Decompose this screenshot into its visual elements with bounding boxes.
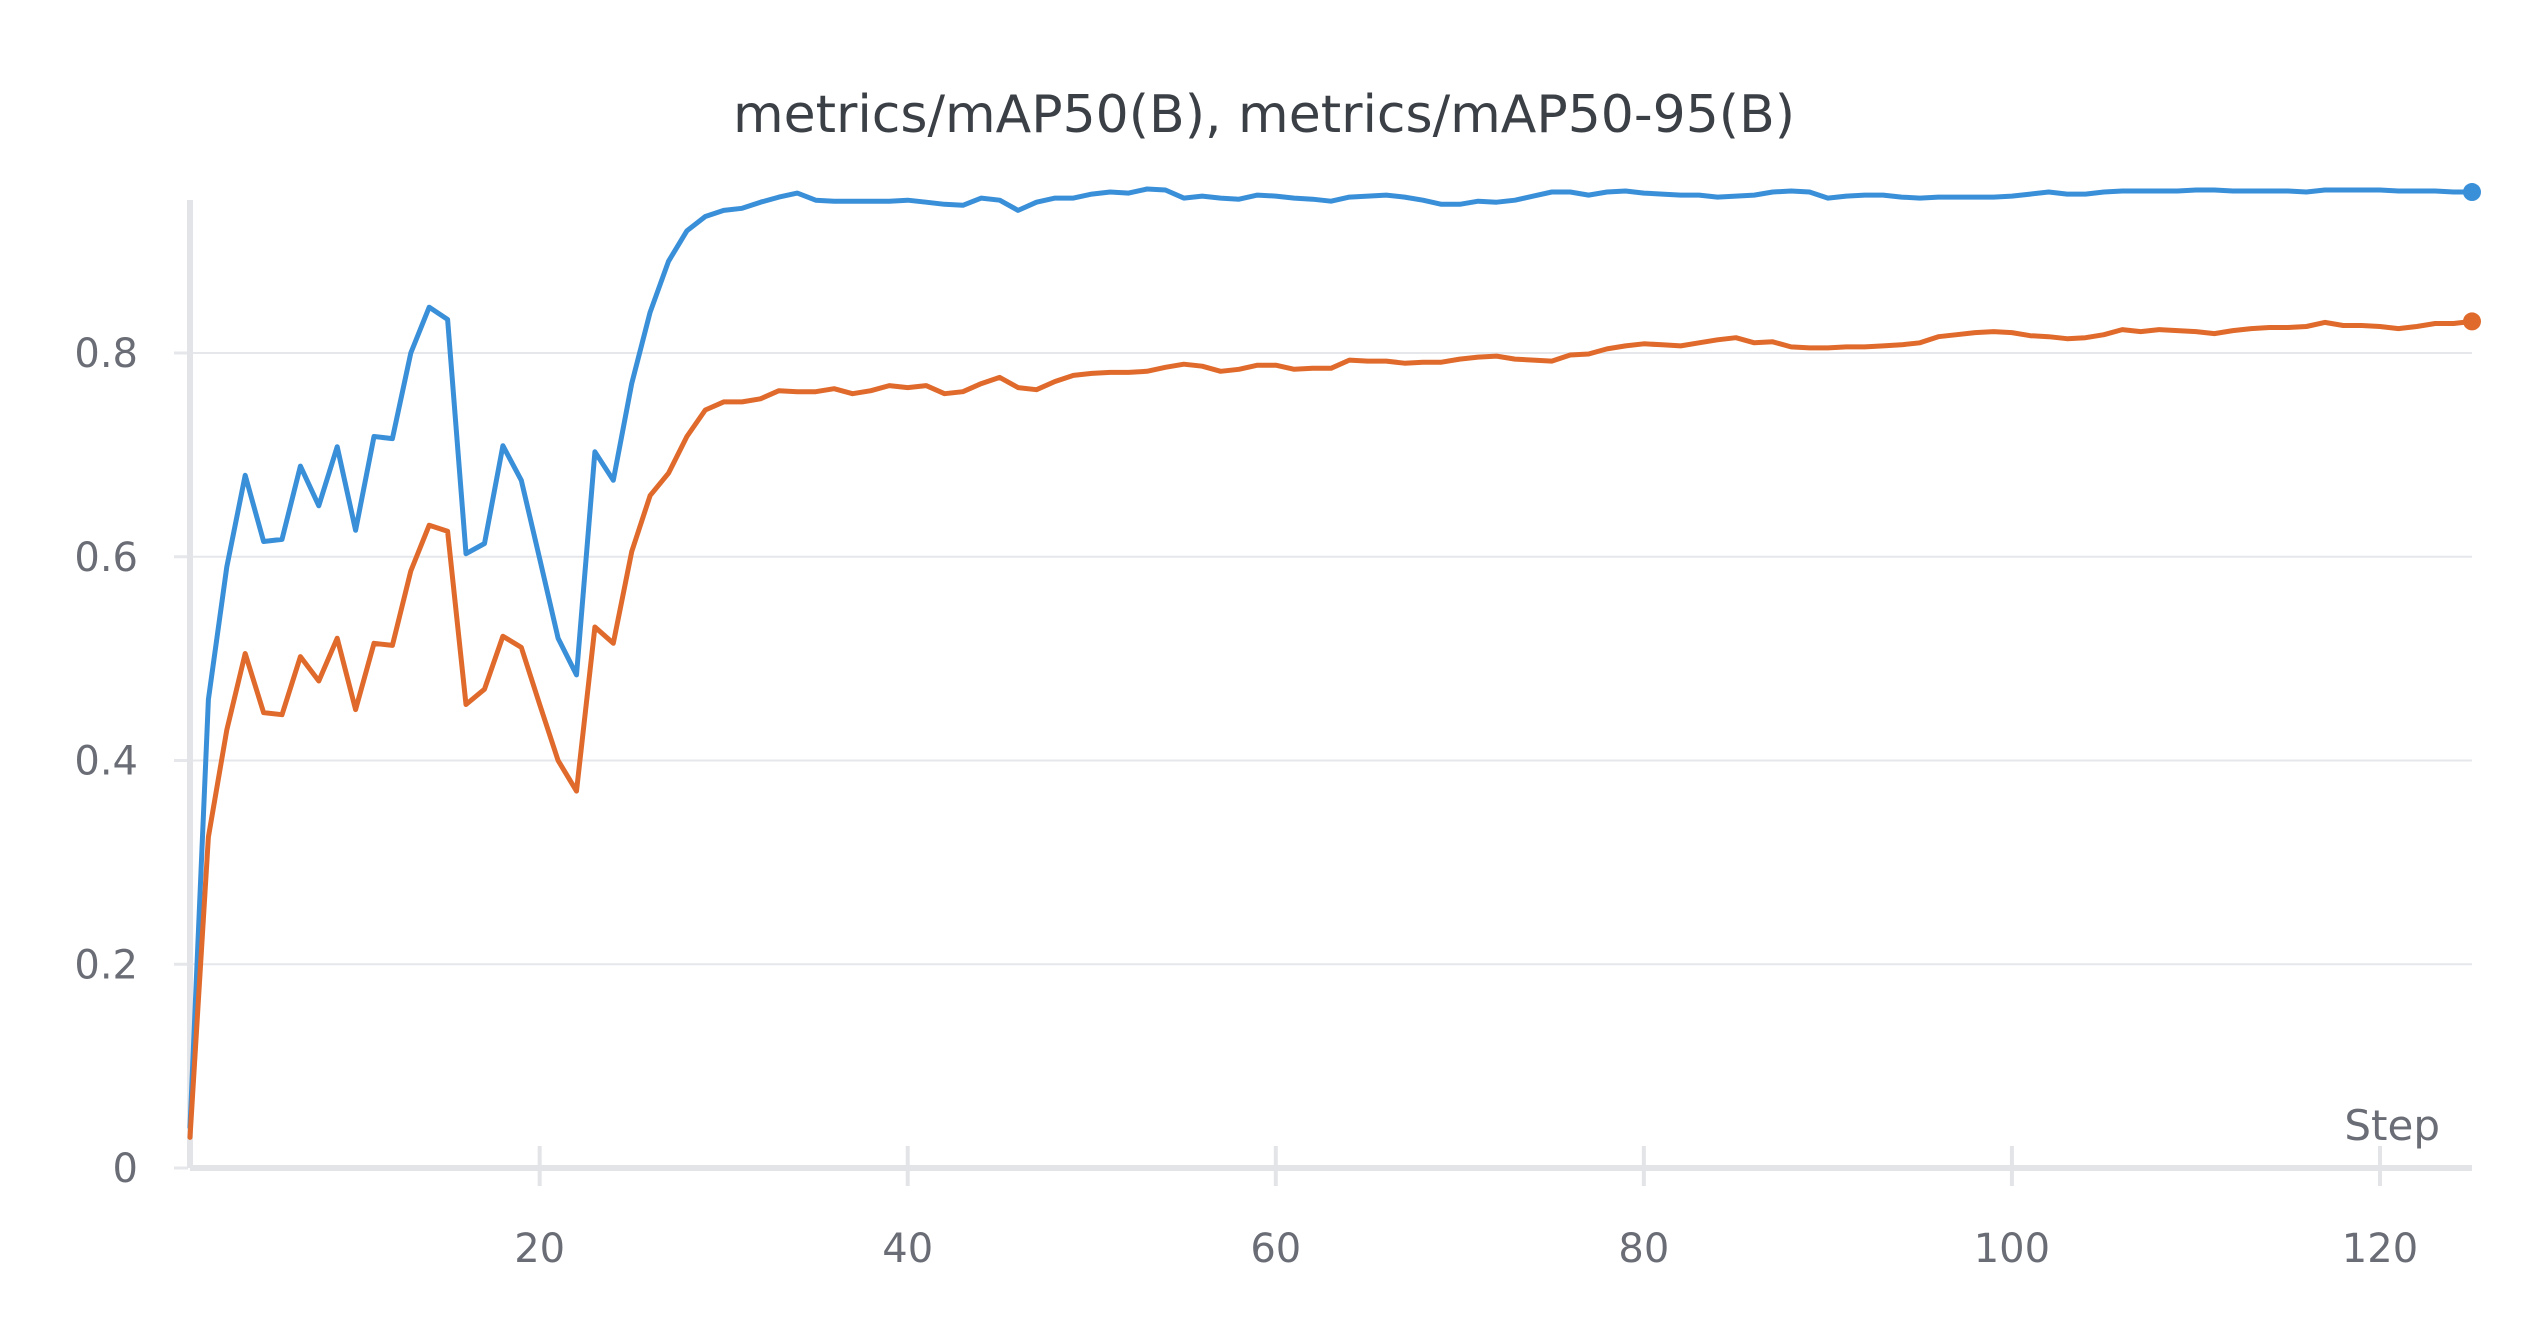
x-tick-label: 100: [1974, 1226, 2050, 1272]
y-tick-label: 0.2: [74, 942, 138, 988]
x-tick-label: 20: [514, 1226, 565, 1272]
x-tick-label: 80: [1618, 1226, 1669, 1272]
x-tick-label: 40: [882, 1226, 933, 1272]
x-axis-label: Step: [2344, 1101, 2440, 1150]
series-line-2: [187, 318, 2475, 1140]
series-line-1: [187, 186, 2475, 1130]
tick-labels: 0 0.2 0.4 0.6 0.8 20 40 60 80 100 120: [74, 331, 2418, 1272]
series-lines: [187, 183, 2481, 1140]
x-tick-label: 60: [1250, 1226, 1301, 1272]
grid-lines: [190, 352, 2472, 966]
y-tick-label: 0.6: [74, 535, 138, 581]
y-tick-label: 0: [113, 1146, 138, 1192]
y-tick-label: 0.8: [74, 331, 138, 377]
series-endpoint-1: [2463, 183, 2481, 202]
y-tick-label: 0.4: [74, 739, 138, 785]
x-tick-label: 120: [2342, 1226, 2418, 1272]
series-endpoint-2: [2463, 312, 2481, 331]
axes: [174, 200, 2472, 1186]
chart-title: metrics/mAP50(B), metrics/mAP50-95(B): [733, 85, 1795, 145]
